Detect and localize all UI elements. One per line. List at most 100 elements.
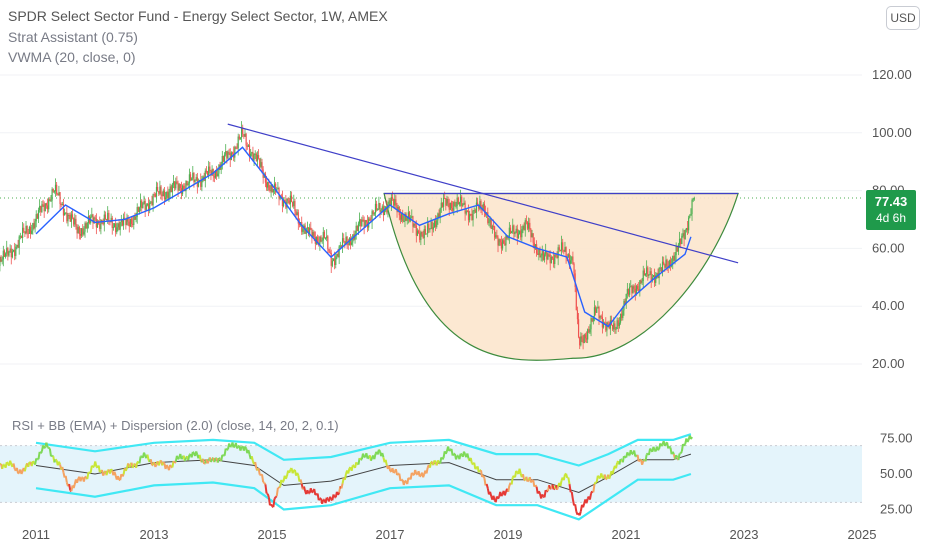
candle	[260, 157, 262, 169]
candle	[128, 217, 130, 233]
candle	[494, 225, 496, 241]
candle	[369, 216, 371, 221]
candle	[531, 229, 533, 238]
candle	[209, 162, 211, 174]
candle	[638, 282, 640, 293]
candle	[618, 317, 621, 329]
candle	[556, 251, 558, 259]
candle	[42, 199, 44, 207]
rsi-segment	[623, 455, 626, 458]
candle	[562, 238, 564, 253]
candle	[688, 215, 690, 234]
candle	[632, 284, 634, 294]
rsi-segment	[510, 477, 514, 485]
candle	[371, 209, 373, 230]
candle	[239, 137, 242, 140]
candle	[269, 185, 271, 193]
candle	[515, 225, 517, 234]
candle	[28, 225, 31, 235]
indicator-strat-assistant[interactable]: Strat Assistant (0.75)	[8, 29, 138, 45]
rsi-segment	[332, 494, 336, 498]
indicator-vwma[interactable]: VWMA (20, close, 0)	[8, 49, 136, 65]
candle	[44, 203, 46, 212]
candle	[571, 256, 573, 264]
rsi-segment	[124, 467, 128, 472]
candle	[18, 234, 20, 255]
candle	[438, 209, 440, 219]
candle	[33, 218, 35, 230]
candle	[275, 182, 277, 195]
rsi-segment	[410, 472, 414, 476]
time-tick-label: 2013	[140, 527, 169, 542]
candle	[461, 195, 463, 210]
candle	[321, 237, 323, 244]
candle	[281, 190, 284, 213]
candle	[634, 283, 636, 301]
rsi-indicator-title[interactable]: RSI + BB (EMA) + Dispersion (2.0) (close…	[12, 418, 339, 433]
candle	[509, 224, 512, 234]
candle	[673, 252, 675, 262]
candle	[150, 200, 152, 205]
candle	[290, 191, 293, 203]
rsi-tick-label: 75.00	[880, 431, 913, 446]
candle	[498, 238, 500, 247]
candle	[23, 223, 25, 234]
candle	[155, 181, 158, 203]
time-axis: 2011 2013 2015 2017 2019 2021 2023 2025	[22, 527, 876, 542]
candle	[261, 158, 263, 174]
rsi-segment	[9, 460, 13, 465]
candle	[683, 229, 685, 247]
candle	[495, 231, 497, 240]
candle	[499, 238, 501, 246]
rsi-segment	[588, 493, 593, 500]
candle	[180, 181, 183, 200]
currency-button[interactable]: USD	[886, 6, 920, 30]
rsi-segment	[296, 472, 300, 476]
candle	[327, 234, 329, 255]
candle	[445, 197, 447, 211]
rsi-segment	[138, 456, 142, 464]
candle	[624, 298, 626, 304]
candle	[473, 207, 475, 214]
candle	[372, 210, 374, 216]
candle	[43, 201, 45, 218]
candle	[465, 208, 467, 216]
candle	[559, 249, 562, 252]
candle	[96, 219, 99, 229]
candle	[532, 233, 534, 249]
rsi-segment	[229, 445, 232, 448]
candle	[441, 202, 444, 208]
candle	[160, 185, 162, 200]
candle	[358, 212, 361, 227]
candle	[488, 217, 490, 227]
candle	[406, 216, 408, 225]
rsi-segment	[192, 451, 195, 454]
candle	[362, 215, 364, 222]
rsi-segment	[1, 464, 5, 470]
candle	[51, 187, 53, 208]
candle	[523, 222, 525, 231]
candle	[380, 208, 382, 215]
candle	[3, 249, 6, 258]
candle	[660, 266, 662, 273]
rsi-segment	[615, 462, 619, 469]
candle	[324, 237, 327, 240]
candle	[580, 332, 582, 347]
candle	[533, 237, 535, 254]
candle	[253, 153, 255, 166]
rsi-segment	[343, 473, 347, 480]
rsi-segment	[436, 459, 440, 464]
rsi-segment	[157, 461, 161, 466]
candle	[577, 313, 580, 339]
candle	[83, 226, 85, 236]
candle	[255, 152, 257, 162]
candle	[25, 220, 27, 235]
candle	[29, 222, 32, 239]
candle	[136, 203, 138, 224]
rsi-segment	[466, 453, 470, 459]
candle	[161, 191, 163, 201]
rsi-segment	[381, 452, 385, 458]
candle	[49, 197, 51, 202]
rsi-segment	[633, 450, 637, 457]
